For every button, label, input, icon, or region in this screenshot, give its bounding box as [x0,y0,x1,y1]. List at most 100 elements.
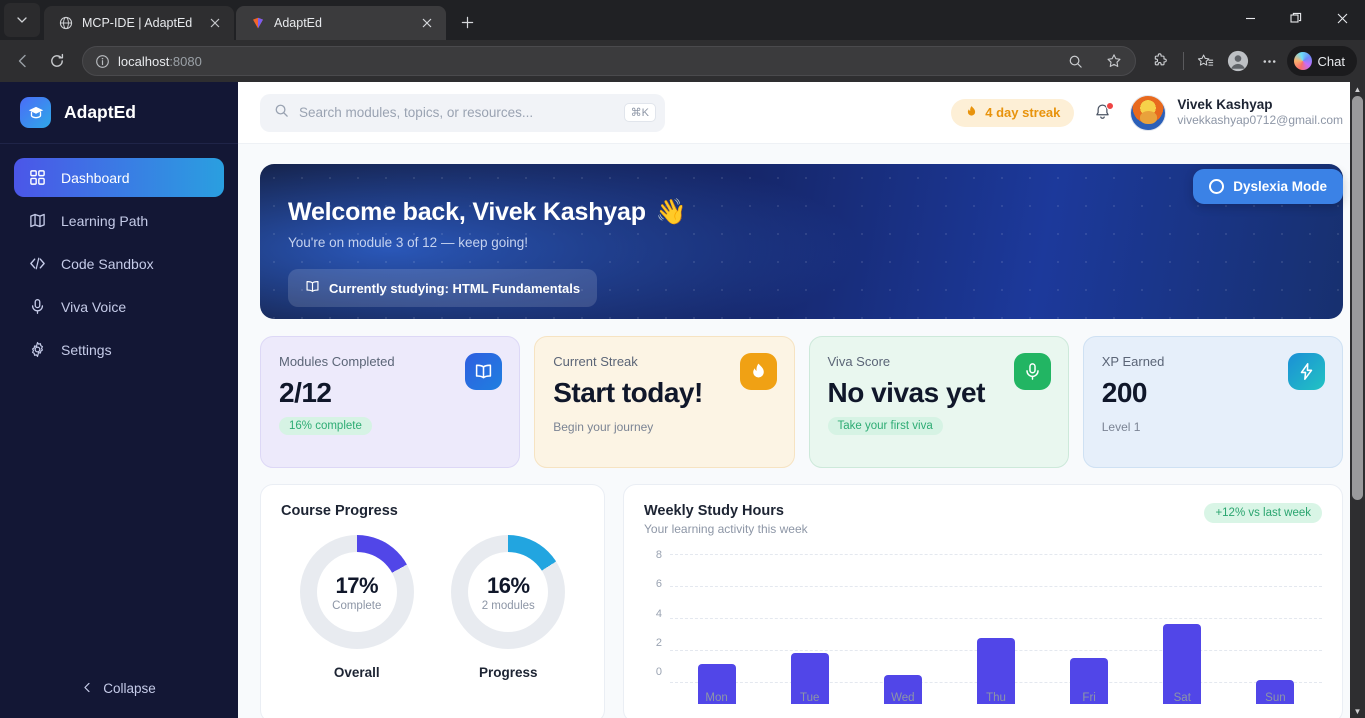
tab-title: AdaptEd [274,16,322,30]
search-input[interactable]: Search modules, topics, or resources... … [260,93,665,132]
donut-label: Progress [478,665,538,680]
sidebar-item-viva-voice[interactable]: Viva Voice [14,287,224,326]
collections-icon[interactable] [1191,46,1221,76]
bar-chart: 8 6 4 2 0 [644,550,1322,704]
y-tick: 6 [655,578,662,591]
stat-card-modules-completed[interactable]: Modules Completed 2/12 16% complete [260,336,521,468]
bar-column[interactable] [763,576,856,704]
donut-center-text: 17% Complete [332,573,381,612]
bar-column[interactable] [856,576,949,704]
chart-header: Weekly Study Hours Your learning activit… [644,503,1322,536]
donut-overall: 17% Complete Overall [299,535,414,680]
bar[interactable] [1163,624,1202,704]
more-options-icon[interactable] [1255,46,1285,76]
bar-column[interactable] [670,576,763,704]
scrollbar-thumb[interactable] [1352,96,1363,500]
collapse-sidebar-button[interactable]: Collapse [0,681,238,718]
search-shortcut-badge: ⌘K [623,103,656,122]
streak-badge[interactable]: 4 day streak [951,98,1075,127]
copilot-chat-button[interactable]: Chat [1286,46,1357,76]
restore-icon[interactable] [1273,0,1319,36]
brand-name: AdaptEd [64,102,136,122]
grid-icon [28,168,47,187]
app-main: Search modules, topics, or resources... … [238,82,1365,718]
dyslexia-mode-button[interactable]: Dyslexia Mode [1193,169,1343,204]
y-axis: 8 6 4 2 0 [644,550,670,682]
y-tick: 2 [655,636,662,649]
x-tick: Tue [800,692,820,704]
sidebar-item-learning-path[interactable]: Learning Path [14,201,224,240]
bar[interactable] [697,664,736,704]
search-placeholder: Search modules, topics, or resources... [299,105,534,120]
bell-icon[interactable] [1091,101,1115,124]
x-tick: Fri [1082,692,1096,704]
browser-tab-1[interactable]: MCP-IDE | AdaptEd [44,6,234,40]
app-header: Search modules, topics, or resources... … [238,82,1365,144]
copilot-chat-label: Chat [1317,53,1345,69]
stat-card-xp-earned[interactable]: XP Earned 200 Level 1 [1082,336,1343,468]
waving-hand-icon: 👋 [655,198,687,226]
chevron-left-icon [82,681,93,696]
stat-card-viva-score[interactable]: Viva Score No vivas yet Take your first … [808,336,1069,468]
info-icon[interactable] [95,54,110,69]
x-tick: Sat [1173,692,1191,704]
bar-column[interactable] [949,576,1042,704]
currently-studying-label: Currently studying: HTML Fundamentals [329,280,581,296]
y-tick: 8 [655,549,662,561]
sidebar-item-code-sandbox[interactable]: Code Sandbox [14,244,224,283]
bar-column[interactable] [1229,576,1322,704]
bar-column[interactable] [1136,576,1229,704]
sidebar-item-label: Viva Voice [61,298,127,315]
extensions-puzzle-icon[interactable] [1146,46,1176,76]
weekly-study-hours-card: Weekly Study Hours Your learning activit… [623,484,1343,718]
close-icon[interactable] [416,12,438,34]
browser-tab-2[interactable]: AdaptEd [236,6,446,40]
course-progress-card: Course Progress 17% Complete Overall [260,484,605,718]
search-in-page-icon[interactable] [1061,46,1091,76]
grid-line [670,618,1322,619]
sidebar-item-label: Dashboard [61,169,130,186]
page-scrollbar[interactable]: ▲ ▼ [1350,82,1365,718]
bar[interactable] [1256,680,1295,704]
reload-icon[interactable] [42,46,72,76]
y-tick: 0 [655,666,662,678]
bar-column[interactable] [1043,576,1136,704]
bar[interactable] [790,652,829,704]
x-axis: Mon Tue Wed Thu Fri Sat Sun [670,692,1322,704]
donut-group: 17% Complete Overall 16% [281,535,584,680]
sidebar-item-settings[interactable]: Settings [14,330,224,369]
bar[interactable] [1070,657,1109,704]
minimize-icon[interactable] [1227,0,1273,36]
url-port: :8080 [169,53,202,69]
grid-line [670,586,1322,587]
search-icon [274,103,289,123]
close-icon[interactable] [204,12,226,34]
plot-area: Mon Tue Wed Thu Fri Sat Sun [670,554,1322,704]
new-tab-button[interactable] [452,7,482,37]
bookmark-star-icon[interactable] [1099,46,1129,76]
bar[interactable] [976,638,1015,704]
map-icon [28,211,47,230]
stat-value: No vivas yet [827,377,986,408]
stat-card-current-streak[interactable]: Current Streak Start today! Begin your j… [534,336,795,468]
donut-center-text: 16% 2 modules [482,573,535,612]
scroll-up-arrow-icon[interactable]: ▲ [1353,84,1362,94]
close-icon[interactable] [1319,0,1365,36]
bar[interactable] [883,675,922,704]
grid-line [670,554,1322,555]
book-icon [305,279,320,297]
tab-search-dropdown-button[interactable] [4,3,40,37]
stat-subtext: Level 1 [1101,420,1141,434]
user-menu[interactable]: Vivek Kashyap vivekkashyap0712@gmail.com [1130,94,1343,131]
dashboard-content: Welcome back, Vivek Kashyap 👋 You're on … [238,144,1365,718]
profile-avatar-icon[interactable] [1223,46,1253,76]
banner-dot-pattern [260,164,1343,319]
scroll-down-arrow-icon[interactable]: ▼ [1353,706,1362,716]
back-icon[interactable] [8,46,38,76]
avatar [1130,94,1167,131]
user-name: Vivek Kashyap [1177,96,1273,112]
brand: AdaptEd [0,82,238,144]
address-bar[interactable]: localhost:8080 [82,46,1136,76]
sidebar-item-dashboard[interactable]: Dashboard [14,158,224,197]
currently-studying-chip[interactable]: Currently studying: HTML Fundamentals [288,269,598,307]
